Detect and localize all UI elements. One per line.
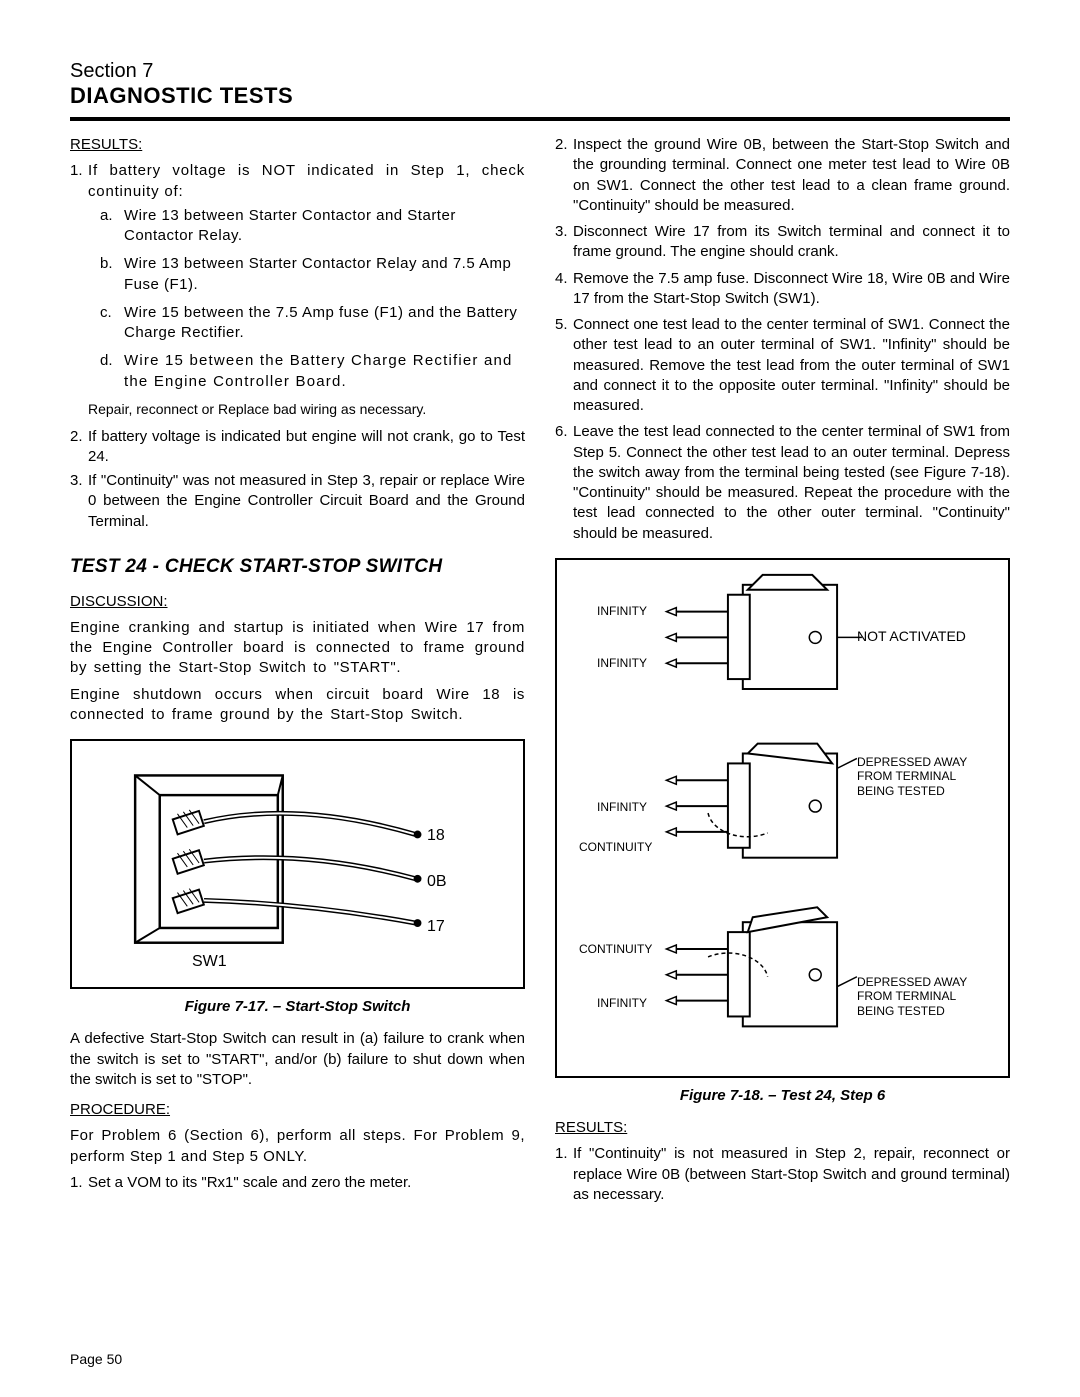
list-number: 2.: [70, 427, 88, 468]
list-text: Remove the 7.5 amp fuse. Disconnect Wire…: [573, 269, 1010, 310]
list-text: If battery voltage is NOT indicated in S…: [88, 161, 525, 202]
list-letter: c.: [100, 303, 124, 344]
list-text: Wire 15 between the 7.5 Amp fuse (F1) an…: [124, 303, 525, 344]
content-columns: RESULTS: 1. If battery voltage is NOT in…: [70, 135, 1010, 1209]
procedure-step-2: 2. Inspect the ground Wire 0B, between t…: [555, 135, 1010, 216]
repair-note: Repair, reconnect or Replace bad wiring …: [88, 400, 525, 419]
infinity-label: INFINITY: [597, 604, 647, 618]
list-text: Leave the test lead connected to the cen…: [573, 422, 1010, 544]
wire-18-label: 18: [427, 825, 445, 847]
continuity-label: CONTINUITY: [579, 942, 652, 956]
wire-0b-label: 0B: [427, 871, 447, 893]
sub-item-c: c. Wire 15 between the 7.5 Amp fuse (F1)…: [100, 303, 525, 344]
section-label: Section 7: [70, 60, 1010, 83]
section-title: DIAGNOSTIC TESTS: [70, 83, 1010, 109]
list-number: 3.: [70, 471, 88, 532]
procedure-label: PROCEDURE:: [70, 1100, 525, 1120]
list-number: 2.: [555, 135, 573, 216]
page-number: Page 50: [70, 1351, 122, 1367]
list-text: Inspect the ground Wire 0B, between the …: [573, 135, 1010, 216]
figure-7-17: 18 0B 17 SW1: [70, 739, 525, 989]
figure-7-18-caption: Figure 7-18. – Test 24, Step 6: [555, 1086, 1010, 1106]
list-text: If "Continuity" was not measured in Step…: [88, 471, 525, 532]
defective-note: A defective Start-Stop Switch can result…: [70, 1029, 525, 1090]
wire-17-label: 17: [427, 916, 445, 938]
list-text: If "Continuity" is not measured in Step …: [573, 1144, 1010, 1205]
procedure-intro: For Problem 6 (Section 6), perform all s…: [70, 1126, 525, 1167]
procedure-step-6: 6. Leave the test lead connected to the …: [555, 422, 1010, 544]
list-text: If battery voltage is indicated but engi…: [88, 427, 525, 468]
header-rule: [70, 117, 1010, 121]
list-letter: b.: [100, 254, 124, 295]
not-activated-label: NOT ACTIVATED: [857, 628, 966, 645]
list-text: Wire 13 between Starter Contactor and St…: [124, 206, 525, 247]
continuity-label: CONTINUITY: [579, 840, 652, 854]
depressed-label: DEPRESSED AWAY FROM TERMINAL BEING TESTE…: [857, 755, 977, 798]
procedure-step-5: 5. Connect one test lead to the center t…: [555, 315, 1010, 416]
list-number: 4.: [555, 269, 573, 310]
test-24-title: TEST 24 - CHECK START-STOP SWITCH: [70, 554, 525, 580]
sw1-label: SW1: [192, 951, 227, 973]
depressed-label: DEPRESSED AWAY FROM TERMINAL BEING TESTE…: [857, 975, 977, 1018]
result-2-item-1: 1. If "Continuity" is not measured in St…: [555, 1144, 1010, 1205]
discussion-label: DISCUSSION:: [70, 592, 525, 612]
discussion-p2: Engine shutdown occurs when circuit boar…: [70, 685, 525, 726]
right-column: 2. Inspect the ground Wire 0B, between t…: [555, 135, 1010, 1209]
procedure-step-1: 1. Set a VOM to its "Rx1" scale and zero…: [70, 1173, 525, 1193]
left-column: RESULTS: 1. If battery voltage is NOT in…: [70, 135, 525, 1209]
sub-list: a. Wire 13 between Starter Contactor and…: [100, 206, 525, 392]
infinity-label: INFINITY: [597, 800, 647, 814]
list-number: 5.: [555, 315, 573, 416]
infinity-label: INFINITY: [597, 996, 647, 1010]
discussion-p1: Engine cranking and startup is initiated…: [70, 618, 525, 679]
result-item-2: 2. If battery voltage is indicated but e…: [70, 427, 525, 468]
results-label-2: RESULTS:: [555, 1118, 1010, 1138]
list-number: 1.: [70, 1173, 88, 1193]
infinity-label: INFINITY: [597, 656, 647, 670]
sub-item-d: d. Wire 15 between the Battery Charge Re…: [100, 351, 525, 392]
list-text: Connect one test lead to the center term…: [573, 315, 1010, 416]
sub-item-a: a. Wire 13 between Starter Contactor and…: [100, 206, 525, 247]
list-number: 6.: [555, 422, 573, 544]
start-stop-switch-diagram: [72, 741, 523, 987]
list-number: 3.: [555, 222, 573, 263]
list-letter: d.: [100, 351, 124, 392]
result-item-3: 3. If "Continuity" was not measured in S…: [70, 471, 525, 532]
list-text: Disconnect Wire 17 from its Switch termi…: [573, 222, 1010, 263]
list-number: 1.: [70, 161, 88, 202]
procedure-step-3: 3. Disconnect Wire 17 from its Switch te…: [555, 222, 1010, 263]
sub-item-b: b. Wire 13 between Starter Contactor Rel…: [100, 254, 525, 295]
list-number: 1.: [555, 1144, 573, 1205]
page-header: Section 7 DIAGNOSTIC TESTS: [70, 60, 1010, 109]
procedure-step-4: 4. Remove the 7.5 amp fuse. Disconnect W…: [555, 269, 1010, 310]
figure-7-18: INFINITY INFINITY NOT ACTIVATED INFINITY…: [555, 558, 1010, 1078]
list-letter: a.: [100, 206, 124, 247]
results-label: RESULTS:: [70, 135, 525, 155]
list-text: Set a VOM to its "Rx1" scale and zero th…: [88, 1173, 525, 1193]
list-text: Wire 15 between the Battery Charge Recti…: [124, 351, 525, 392]
list-text: Wire 13 between Starter Contactor Relay …: [124, 254, 525, 295]
figure-7-17-caption: Figure 7-17. – Start-Stop Switch: [70, 997, 525, 1017]
result-item-1: 1. If battery voltage is NOT indicated i…: [70, 161, 525, 202]
